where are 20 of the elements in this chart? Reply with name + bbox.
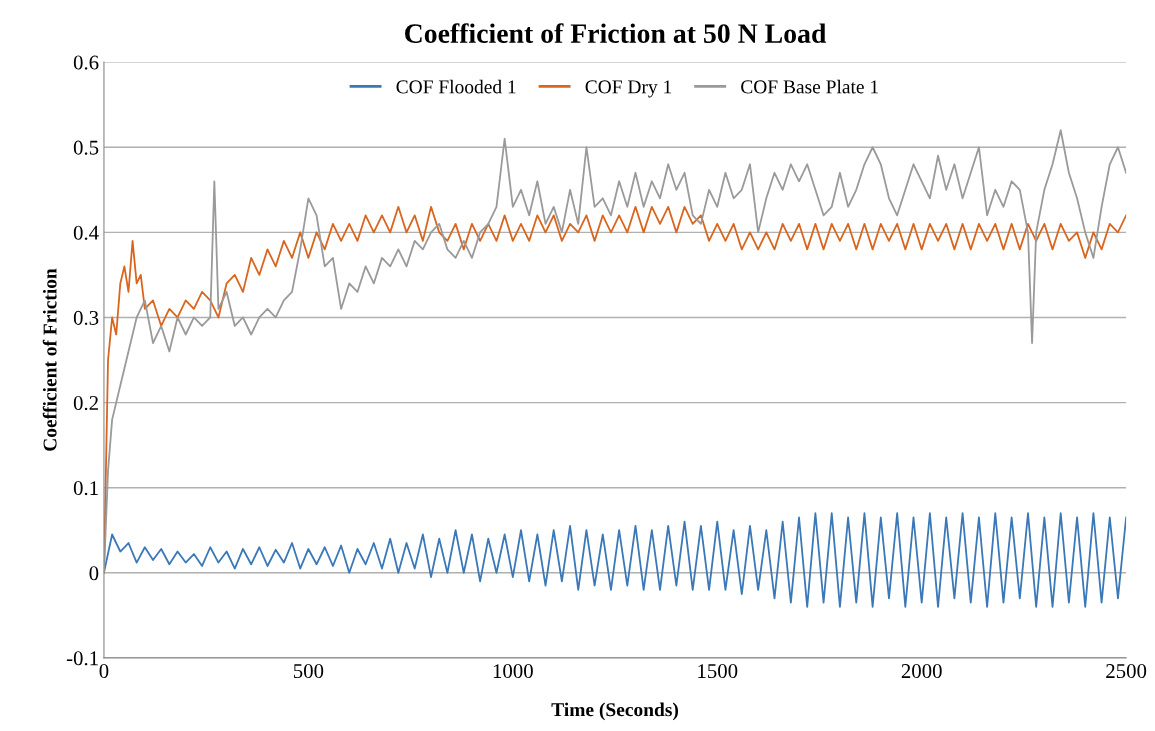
y-axis-title: Coefficient of Friction xyxy=(42,268,57,451)
chart-title: Coefficient of Friction at 50 N Load xyxy=(405,23,827,43)
y-tick-label: 0.5 xyxy=(73,140,99,155)
y-tick-label: 0 xyxy=(89,566,99,581)
y-tick-label: 0.2 xyxy=(73,395,98,411)
x-tick-label: 1000 xyxy=(493,664,533,679)
y-tick-label: 0.4 xyxy=(73,225,99,240)
x-tick-label: 2500 xyxy=(1106,664,1147,679)
y-tick-label: -0.1 xyxy=(66,651,98,666)
y-tick-label: 0.6 xyxy=(73,55,99,70)
legend-label: COF Dry 1 xyxy=(585,80,672,98)
x-axis-title: Time (Seconds) xyxy=(551,702,679,721)
legend-label: COF Flooded 1 xyxy=(396,79,516,94)
y-tick-label: 0.3 xyxy=(73,310,99,325)
x-tick-label: 1500 xyxy=(698,664,738,679)
x-tick-label: 2000 xyxy=(901,664,942,679)
x-tick-label: 0 xyxy=(99,664,109,679)
y-tick-label: 0.1 xyxy=(73,481,98,496)
legend-label: COF Base Plate 1 xyxy=(741,79,878,94)
x-tick-label: 500 xyxy=(293,664,324,679)
